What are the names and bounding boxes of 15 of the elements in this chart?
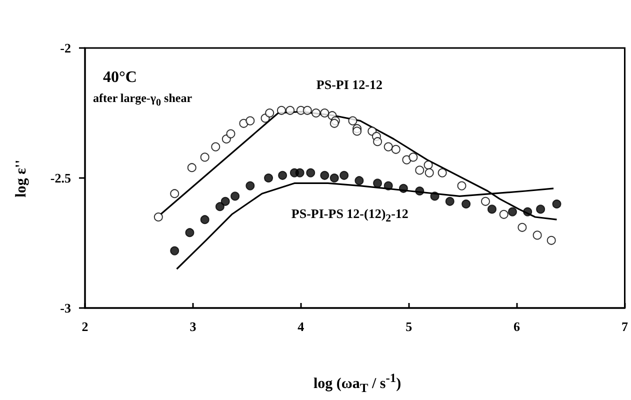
x-tick-label: 4 bbox=[298, 319, 305, 334]
x-tick-label: 6 bbox=[514, 319, 521, 334]
x-axis-title: log (ωa$_{T}$ / s$^{-1}$) bbox=[314, 371, 402, 395]
y-tick-label: -3 bbox=[60, 300, 72, 316]
x-tick-label: 3 bbox=[190, 319, 197, 334]
x-tick-label: 5 bbox=[406, 319, 413, 334]
series-label: PS-PI 12-12 bbox=[316, 77, 382, 92]
annotation: 40°C bbox=[103, 69, 137, 86]
y-tick-label: -2 bbox=[60, 40, 71, 56]
annotation: after large-γ$_{0}$ shear bbox=[93, 91, 192, 108]
y-tick-label: -2.5 bbox=[50, 170, 72, 186]
x-tick-label: 2 bbox=[82, 319, 88, 334]
x-tick-label: 7 bbox=[622, 319, 628, 334]
y-axis-title: log ε'' bbox=[13, 159, 30, 197]
series-label: PS-PI-PS 12-(12)$_{2}$-12 bbox=[291, 206, 408, 225]
